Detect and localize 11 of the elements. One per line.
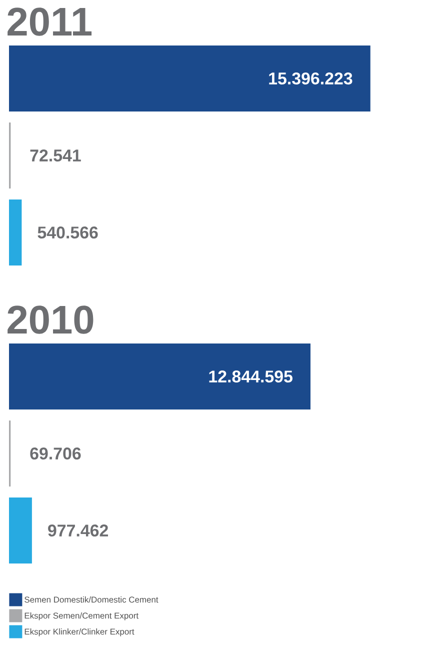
legend-label: Semen Domestik/Domestic Cement [24, 596, 158, 603]
chart-title: 2011 [8, 8, 92, 36]
data-label: 12.844.595 [209, 370, 292, 383]
data-label: 72.541 [30, 150, 81, 162]
data-label: 15.396.223 [269, 72, 352, 85]
legend-label: Ekspor Klinker/Clinker Export [24, 628, 134, 636]
data-label: 69.706 [30, 448, 81, 460]
data-label: 540.566 [38, 226, 98, 239]
legend-label: Ekspor Semen/Cement Export [24, 612, 138, 620]
chart-title: 2010 [8, 306, 94, 334]
data-label: 977.462 [48, 524, 108, 537]
